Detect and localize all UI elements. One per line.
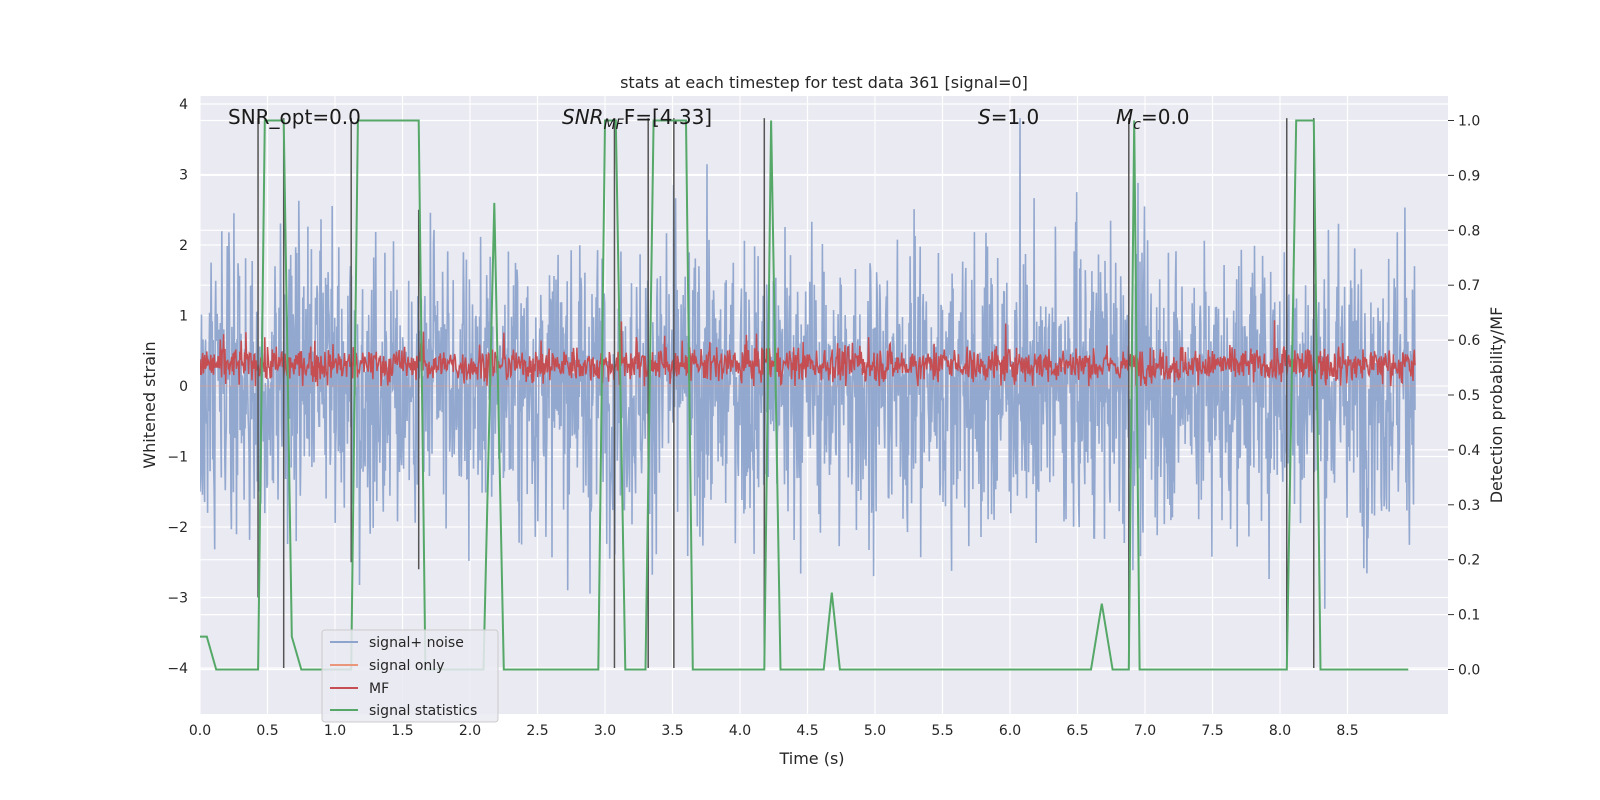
chart-title: stats at each timestep for test data 361…	[620, 73, 1028, 92]
annotation-mc-rest: =0.0	[1141, 105, 1190, 129]
y-right-tick-label: 0.8	[1458, 223, 1480, 239]
y-left-tick-label: −4	[167, 661, 188, 677]
annotation-snr-mf: SNRMFF=[4.33]	[562, 105, 712, 133]
x-tick-label: 6.5	[1066, 723, 1088, 739]
x-tick-label: 4.5	[796, 723, 818, 739]
annotation-snr-mf-rest: F=[4.33]	[624, 105, 712, 129]
x-tick-label: 0.5	[256, 723, 278, 739]
annotation-snr-mf-base: SNR	[562, 105, 604, 129]
y-left-tick-label: 2	[179, 238, 188, 254]
series-signal-statistics	[200, 119, 1409, 671]
x-tick-label: 3.0	[594, 723, 616, 739]
x-axis-label: Time (s)	[778, 749, 844, 768]
x-tick-label: 7.5	[1201, 723, 1223, 739]
series-vertical-markers	[257, 118, 1315, 668]
x-tick-label: 8.0	[1269, 723, 1291, 739]
annotation-s: S=1.0	[978, 105, 1039, 129]
series-line-mf	[200, 320, 1416, 387]
y-right-tick-label: 0.7	[1458, 278, 1480, 294]
legend-label-signal-only: signal only	[369, 658, 444, 674]
legend-box	[321, 629, 499, 723]
x-tick-label: 6.0	[999, 723, 1021, 739]
annotation-mc: Mc=0.0	[1116, 105, 1190, 133]
y-right-tick-label: 0.1	[1458, 608, 1480, 624]
annotation-mc-sub: c	[1133, 117, 1141, 133]
x-tick-label: 2.0	[459, 723, 481, 739]
x-tick-label: 5.5	[931, 723, 953, 739]
y-right-axis-label: Detection probability/MF	[1487, 307, 1506, 504]
y-right-tick-label: 0.5	[1458, 388, 1480, 404]
y-left-axis-label: Whitened strain	[140, 341, 159, 468]
x-tick-label: 1.0	[324, 723, 346, 739]
annotation-s-italic: S	[978, 105, 991, 129]
x-tick-label: 7.0	[1134, 723, 1156, 739]
y-left-tick-label: 3	[179, 168, 188, 184]
legend-label-mf: MF	[369, 681, 389, 697]
x-tick-label: 2.5	[526, 723, 548, 739]
y-left-tick-label: −1	[167, 450, 188, 466]
x-tick-label: 4.0	[729, 723, 751, 739]
series-mf	[200, 320, 1416, 387]
series-line-signal-statistics	[200, 119, 1409, 671]
legend-label-signal-noise: signal+ noise	[369, 635, 464, 651]
y-right-tick-label: 0.0	[1458, 663, 1480, 679]
x-tick-label: 0.0	[189, 723, 211, 739]
annotation-snr-opt: SNR_opt=0.0	[228, 105, 361, 129]
x-tick-label: 5.0	[864, 723, 886, 739]
annotation-s-rest: =1.0	[991, 105, 1040, 129]
y-right-axis-ticks: 1.0 0.9 0.8 0.7 0.6 0.5 0.4 0.3 0.2 0.1 0.0	[1448, 114, 1480, 679]
y-right-tick-label: 1.0	[1458, 114, 1480, 130]
y-left-tick-label: −2	[167, 520, 188, 536]
y-right-tick-label: 0.2	[1458, 553, 1480, 569]
y-right-tick-label: 0.3	[1458, 498, 1480, 514]
y-left-tick-label: 0	[179, 379, 188, 395]
y-left-axis-ticks: 4 3 2 1 0 −1 −2 −3 −4	[167, 97, 188, 677]
x-tick-label: 3.5	[661, 723, 683, 739]
annotation-snr-mf-sub: MF	[604, 117, 625, 133]
y-left-tick-label: −3	[167, 591, 188, 607]
x-tick-label: 8.5	[1336, 723, 1358, 739]
y-right-tick-label: 0.6	[1458, 333, 1480, 349]
x-axis-ticks: 0.0 0.5 1.0 1.5 2.0 2.5 3.0 3.5 4.0 4.5 5.0 5.5 6.0 6…	[189, 723, 1359, 739]
y-right-tick-label: 0.9	[1458, 168, 1480, 184]
legend-label-signal-statistics: signal statistics	[369, 703, 477, 719]
y-right-tick-label: 0.4	[1458, 443, 1480, 459]
x-tick-label: 1.5	[391, 723, 413, 739]
legend: signal+ noise signal only MF signal stat…	[321, 629, 499, 723]
annotation-mc-italic: M	[1116, 105, 1133, 129]
y-left-tick-label: 1	[179, 309, 188, 325]
y-left-tick-label: 4	[179, 97, 188, 113]
